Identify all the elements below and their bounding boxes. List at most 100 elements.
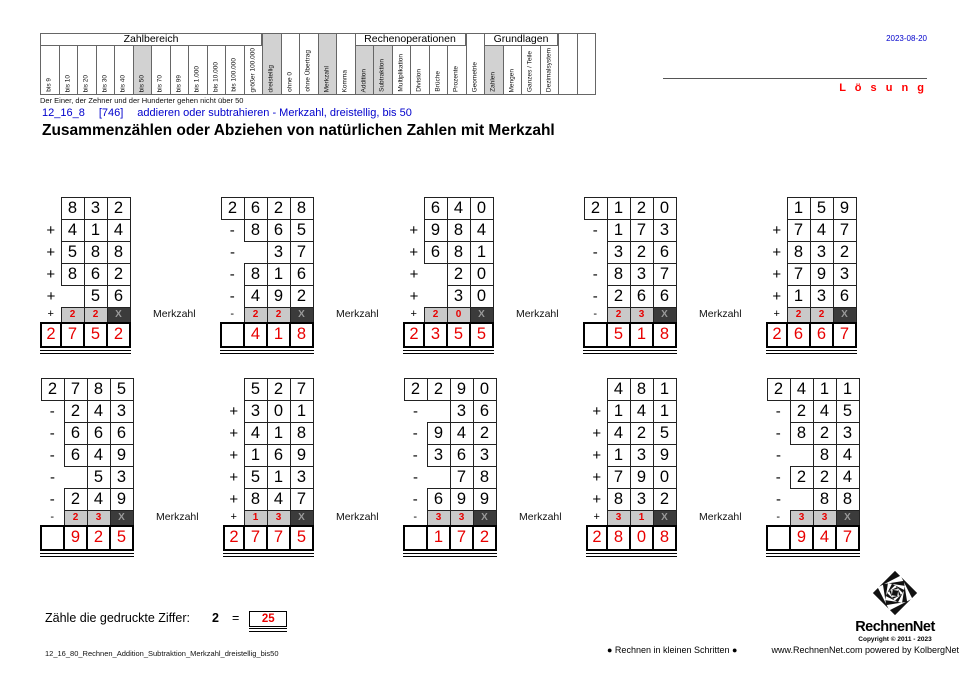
topic-column-highlight xyxy=(373,46,392,94)
digit-cell xyxy=(244,242,267,264)
digit-cell: 2 xyxy=(789,400,814,423)
topic-column-label: ohne 0 xyxy=(286,72,294,92)
operator-cell: - xyxy=(412,447,418,464)
digit-cell: 8 xyxy=(786,241,811,264)
result-cell: 1 xyxy=(426,524,451,551)
merkzahl-cell: 2 xyxy=(243,307,268,323)
digit-cell: 5 xyxy=(83,285,108,308)
merkzahl-cell: 2 xyxy=(423,307,448,323)
topic-column-label: bis 30 xyxy=(101,74,109,92)
worksheet-ref: [746] xyxy=(98,107,124,119)
merkzahl-cell: 3 xyxy=(449,510,474,526)
digit-cell: 7 xyxy=(786,263,811,286)
digit-cell: 6 xyxy=(423,241,448,264)
topic-column: Geometrie xyxy=(465,34,485,94)
operator-cell: + xyxy=(230,511,237,523)
digit-cell: 8 xyxy=(606,263,631,286)
digit-cell: 5 xyxy=(289,219,314,242)
digit-cell: 8 xyxy=(606,488,631,511)
digit-cell: 3 xyxy=(426,444,451,467)
operator-cell xyxy=(404,198,424,220)
result-cell: 2 xyxy=(403,321,425,348)
problems-row-1: 8 3 2 +4 1 4 +5 8 8 +8 6 2 +5 6 +2 2 X 2 7 5 2 Merkzahl 2 6 2 8-8… xyxy=(40,197,857,354)
digit-cell: 4 xyxy=(789,378,814,401)
double-underline xyxy=(249,628,288,632)
digit-cell: 8 xyxy=(289,422,314,445)
operator-cell: + xyxy=(593,511,600,523)
topic-column-border xyxy=(521,46,540,94)
result-cell: 4 xyxy=(243,321,268,348)
merkzahl-x-cell: X xyxy=(106,307,131,323)
digit-cell: 1 xyxy=(83,219,108,242)
operator-cell: + xyxy=(46,288,56,305)
double-underline xyxy=(220,349,314,354)
digit-cell: 1 xyxy=(835,378,860,401)
operator-cell: + xyxy=(410,308,417,320)
merkzahl-cell: 2 xyxy=(83,307,108,323)
digit-cell: 5 xyxy=(243,466,268,489)
digit-cell: 4 xyxy=(606,378,631,401)
double-underline xyxy=(766,552,860,557)
operator-cell: - xyxy=(413,403,418,421)
topic-column-border xyxy=(465,34,485,94)
digit-cell: 5 xyxy=(809,197,834,220)
logo-copyright: Copyright © 2011 - 2023 xyxy=(858,635,932,643)
digit-cell: 1 xyxy=(606,444,631,467)
digit-cell: 6 xyxy=(472,400,497,423)
digit-cell: 2 xyxy=(266,197,291,220)
operator-cell: - xyxy=(592,266,598,283)
topic-column-label: Brüche xyxy=(434,71,442,92)
digit-cell: 2 xyxy=(289,285,314,308)
result-cell xyxy=(403,524,428,551)
digit-cell: 4 xyxy=(86,400,111,423)
digit-cell: 6 xyxy=(63,422,88,445)
task-digit: 2 xyxy=(211,611,219,625)
operator-cell: + xyxy=(229,491,239,508)
digit-cell: 2 xyxy=(403,378,428,401)
topic-column-border xyxy=(206,46,226,94)
topic-column-label: Prozente xyxy=(452,65,460,92)
digit-cell: 7 xyxy=(832,219,857,242)
digit-cell: 1 xyxy=(289,400,314,423)
digit-cell: 6 xyxy=(629,285,654,308)
merkzahl-label: Merkzahl xyxy=(153,308,196,320)
digit-cell: 3 xyxy=(472,444,497,467)
problem: 4 8 1 +1 4 1 +4 2 5 +1 3 9 +7 9 0 +8 3 2 +3 1 X 2 8 0 8 xyxy=(586,378,677,557)
digit-cell: 9 xyxy=(266,285,291,308)
operator-cell: - xyxy=(776,447,781,464)
topic-column-highlight xyxy=(132,46,151,94)
operator-cell: + xyxy=(772,266,782,283)
digit-cell: 7 xyxy=(63,378,88,401)
digit-cell: 9 xyxy=(809,263,834,286)
digit-cell: 1 xyxy=(243,444,268,467)
digit-cell: 4 xyxy=(446,197,471,220)
topic-column: Merkzahl xyxy=(317,34,337,94)
topic-column: bis 40 xyxy=(114,34,133,94)
operator-cell: + xyxy=(409,288,419,305)
worksheet-id: 12_16_80_Rechnen_Addition_Subtraktion_Me… xyxy=(45,649,279,658)
digit-cell: 5 xyxy=(86,466,111,489)
operator-cell: - xyxy=(412,425,418,442)
double-underline xyxy=(40,349,131,354)
operator-cell xyxy=(41,198,61,220)
logo-name: RechnenNet xyxy=(855,619,935,635)
topic-column-border xyxy=(317,34,337,94)
digit-cell: 4 xyxy=(835,444,860,467)
topic-column-border xyxy=(77,46,96,94)
digit-cell: 8 xyxy=(243,219,268,242)
digit-cell: 7 xyxy=(652,263,677,286)
digit-cell: 3 xyxy=(652,219,677,242)
result-cell: 3 xyxy=(423,321,448,348)
result-cell: 2 xyxy=(766,321,788,348)
topic-column-border xyxy=(243,46,263,94)
problem-spacer: Merkzahl xyxy=(131,197,220,354)
digit-cell: 3 xyxy=(835,422,860,445)
topic-column-border xyxy=(410,46,429,94)
merkzahl-x-cell: X xyxy=(835,510,860,526)
digit-cell: 1 xyxy=(266,466,291,489)
operator-cell: + xyxy=(229,425,239,442)
topic-column-label: bis 40 xyxy=(119,74,127,92)
topic-column-label: Zahlen xyxy=(489,72,497,92)
operator-cell: + xyxy=(592,469,602,486)
